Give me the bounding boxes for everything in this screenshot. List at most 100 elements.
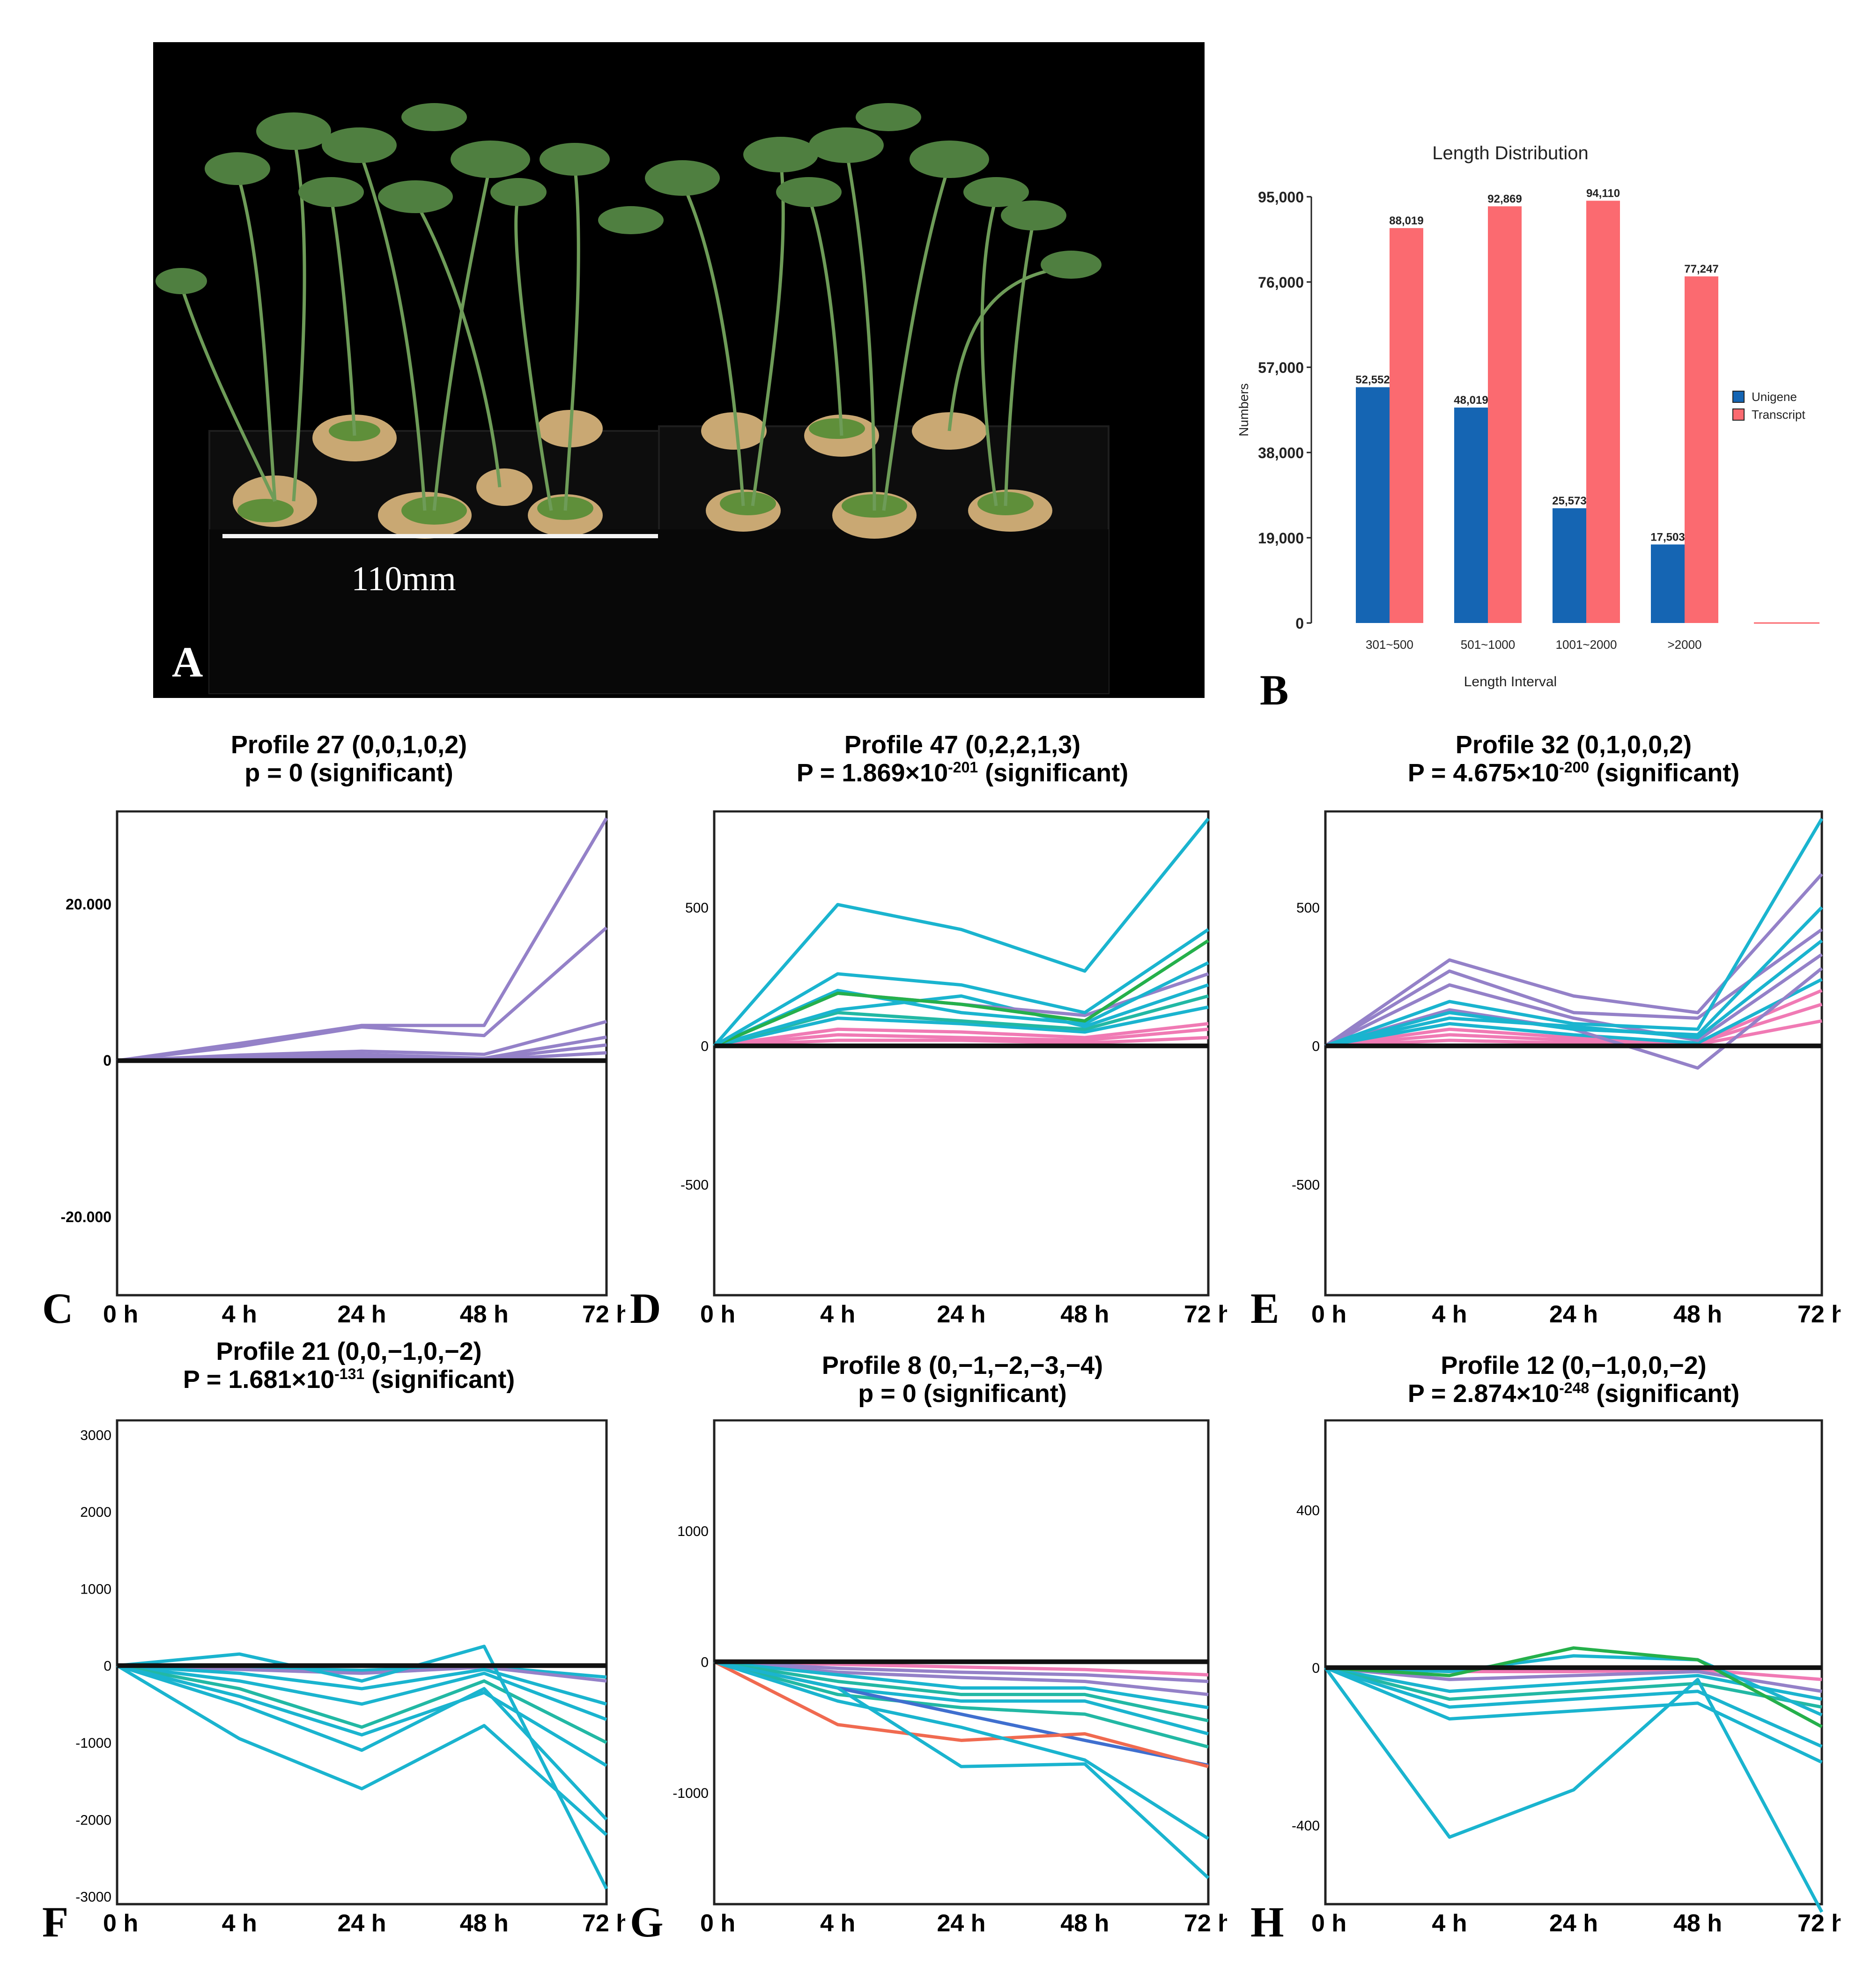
profile-name: Profile 8 (0,−1,−2,−3,−4) bbox=[821, 1351, 1103, 1380]
profile-series-line bbox=[714, 1660, 1209, 1683]
profile-series-line bbox=[714, 1660, 1209, 1722]
profile-series-line bbox=[117, 1664, 607, 1744]
profile-series-line bbox=[714, 1005, 1209, 1048]
profile-series-line bbox=[714, 1660, 1209, 1709]
bar-unigene bbox=[1356, 387, 1390, 623]
y-tick-label: -2000 bbox=[75, 1812, 111, 1828]
bar-value-label: 92,869 bbox=[1487, 193, 1522, 205]
profile-series-line bbox=[117, 1664, 607, 1683]
profile-series-line bbox=[1324, 1666, 1823, 1748]
profile-series-line bbox=[117, 1645, 608, 1890]
profile-series-line bbox=[116, 1664, 608, 1836]
plant-photo-illustration: 110mm bbox=[153, 42, 1205, 698]
profile-series-line bbox=[117, 1664, 607, 1767]
profile-title-h: Profile 12 (0,−1,0,0,−2) P = 2.874×10-248… bbox=[1293, 1351, 1855, 1408]
pvalue-text: P = 2.874×10 bbox=[1407, 1380, 1560, 1408]
length-distribution-chart: Length Distribution 0 19,000 38,000 57,000 76… bbox=[1227, 126, 1855, 705]
profile-pvalue: p = 0 (significant) bbox=[681, 1380, 1243, 1408]
x-tick-label: 4 h bbox=[820, 1301, 855, 1328]
panel-letter-h: H bbox=[1250, 1898, 1284, 1946]
x-tick-label: 24 h bbox=[1549, 1910, 1598, 1937]
x-tick-label: 501~1000 bbox=[1461, 638, 1515, 652]
profile-series-line bbox=[713, 961, 1209, 1047]
panel-letter-e: E bbox=[1250, 1284, 1279, 1332]
profile-series-line bbox=[713, 939, 1209, 1047]
pvalue-exponent: -201 bbox=[948, 759, 978, 776]
x-tick-label: 0 h bbox=[103, 1910, 138, 1937]
x-tick-label: 72 h bbox=[1797, 1301, 1841, 1328]
y-tick-label: 95,000 bbox=[1258, 189, 1304, 206]
profile-pvalue: P = 1.869×10-201 (significant) bbox=[681, 759, 1243, 787]
bar-value-label: 94,110 bbox=[1586, 187, 1620, 200]
y-tick-label: 76,000 bbox=[1258, 274, 1304, 291]
pvalue-suffix: (significant) bbox=[364, 1365, 515, 1394]
profile-series-line bbox=[1325, 1002, 1823, 1048]
profile-series-line bbox=[713, 1660, 1209, 1768]
profile-pvalue: P = 2.874×10-248 (significant) bbox=[1293, 1380, 1855, 1408]
profile-series-line bbox=[1324, 817, 1824, 1048]
legend-swatch bbox=[1732, 408, 1745, 421]
panel-letter-g: G bbox=[630, 1898, 664, 1946]
profile-series-line bbox=[713, 928, 1209, 1047]
profile-chart-c: 20.000 0 -20.000 0 h 4 h 24 h 48 h 72 h bbox=[60, 810, 625, 1328]
scale-label: 110mm bbox=[351, 560, 456, 598]
profile-series-line bbox=[1324, 953, 1823, 1047]
pvalue-suffix: (significant) bbox=[978, 759, 1129, 787]
x-tick-label: 24 h bbox=[337, 1301, 386, 1328]
profile-series-line bbox=[714, 983, 1209, 1048]
bar-value-label: 52,552 bbox=[1355, 374, 1390, 386]
panel-letter-a: A bbox=[172, 638, 203, 686]
pvalue-text: P = 1.681×10 bbox=[183, 1365, 335, 1394]
profile-chart-d: 500 0 -500 0 h 4 h 24 h 48 h 72 h bbox=[680, 810, 1227, 1328]
y-tick-label: 3000 bbox=[80, 1428, 111, 1443]
pvalue-suffix: (significant) bbox=[1589, 759, 1740, 787]
profile-chart-f: 3000 2000 1000 0 -1000 -2000 -3000 0 h 4 h 24 h 48… bbox=[75, 1419, 625, 1937]
profile-pvalue: p = 0 (significant) bbox=[68, 759, 630, 787]
pvalue-text: p = 0 (significant) bbox=[244, 759, 453, 787]
profile-chart-e: 500 0 -500 0 h 4 h 24 h 48 h 72 h bbox=[1292, 810, 1841, 1328]
x-tick-label: 1001~2000 bbox=[1556, 638, 1617, 652]
profile-chart-g: 1000 0 -1000 0 h 4 h 24 h 48 h 72 h bbox=[673, 1419, 1227, 1937]
pvalue-exponent: -248 bbox=[1559, 1380, 1590, 1397]
bar-value-label: 48,019 bbox=[1454, 394, 1488, 407]
x-tick-label: 48 h bbox=[460, 1301, 509, 1328]
y-tick-label: 20.000 bbox=[66, 896, 111, 912]
y-tick-label: 38,000 bbox=[1258, 445, 1304, 461]
profile-series-line bbox=[1324, 928, 1823, 1047]
bar-unigene bbox=[1553, 508, 1586, 623]
profile-title-e: Profile 32 (0,1,0,0,2) P = 4.675×10-200 (… bbox=[1293, 731, 1855, 787]
bar-transcript bbox=[1390, 228, 1423, 623]
bar-transcript bbox=[1586, 200, 1620, 623]
bar-transcript bbox=[1685, 276, 1718, 623]
profile-series-line bbox=[1325, 1646, 1823, 1728]
profile-series-line bbox=[714, 1027, 1209, 1048]
profile-series-line bbox=[1324, 1666, 1823, 1764]
bar-value-label: 25,573 bbox=[1552, 495, 1586, 507]
x-tick-label: 0 h bbox=[103, 1301, 138, 1328]
profile-name: Profile 32 (0,1,0,0,2) bbox=[1455, 731, 1692, 759]
y-axis-label: Numbers bbox=[1236, 383, 1251, 437]
profile-chart-h: 400 0 -400 0 h 4 h 24 h 48 h 72 h bbox=[1292, 1419, 1841, 1937]
y-tick-label: -1000 bbox=[75, 1736, 111, 1751]
legend-label: Unigene bbox=[1752, 390, 1797, 404]
bar-unigene bbox=[1454, 408, 1488, 623]
length-distribution-svg: Length Distribution 0 19,000 38,000 57,000 76… bbox=[1236, 143, 1819, 690]
profile-series-line bbox=[714, 1660, 1209, 1749]
y-tick-label: -3000 bbox=[75, 1890, 111, 1905]
pvalue-text: P = 4.675×10 bbox=[1407, 759, 1560, 787]
y-tick-label: 2000 bbox=[80, 1505, 111, 1520]
profile-name: Profile 47 (0,2,2,1,3) bbox=[844, 731, 1081, 759]
panel-letter-b: B bbox=[1260, 666, 1289, 714]
profile-name: Profile 27 (0,0,1,0,2) bbox=[230, 731, 467, 759]
y-tick-label: 0 bbox=[103, 1052, 111, 1069]
plant-photo: 110mm A bbox=[153, 42, 1205, 698]
legend-label: Transcript bbox=[1752, 408, 1805, 422]
x-tick-label: 4 h bbox=[222, 1301, 257, 1328]
x-tick-label: 48 h bbox=[1673, 1910, 1722, 1937]
y-tick-label: 0 bbox=[1312, 1661, 1320, 1676]
x-tick-label: 24 h bbox=[1549, 1301, 1598, 1328]
x-tick-label: 4 h bbox=[222, 1910, 257, 1937]
profile-series-line bbox=[1325, 939, 1823, 1048]
y-tick-label: 0 bbox=[701, 1039, 709, 1054]
y-tick-label: -500 bbox=[680, 1177, 709, 1193]
